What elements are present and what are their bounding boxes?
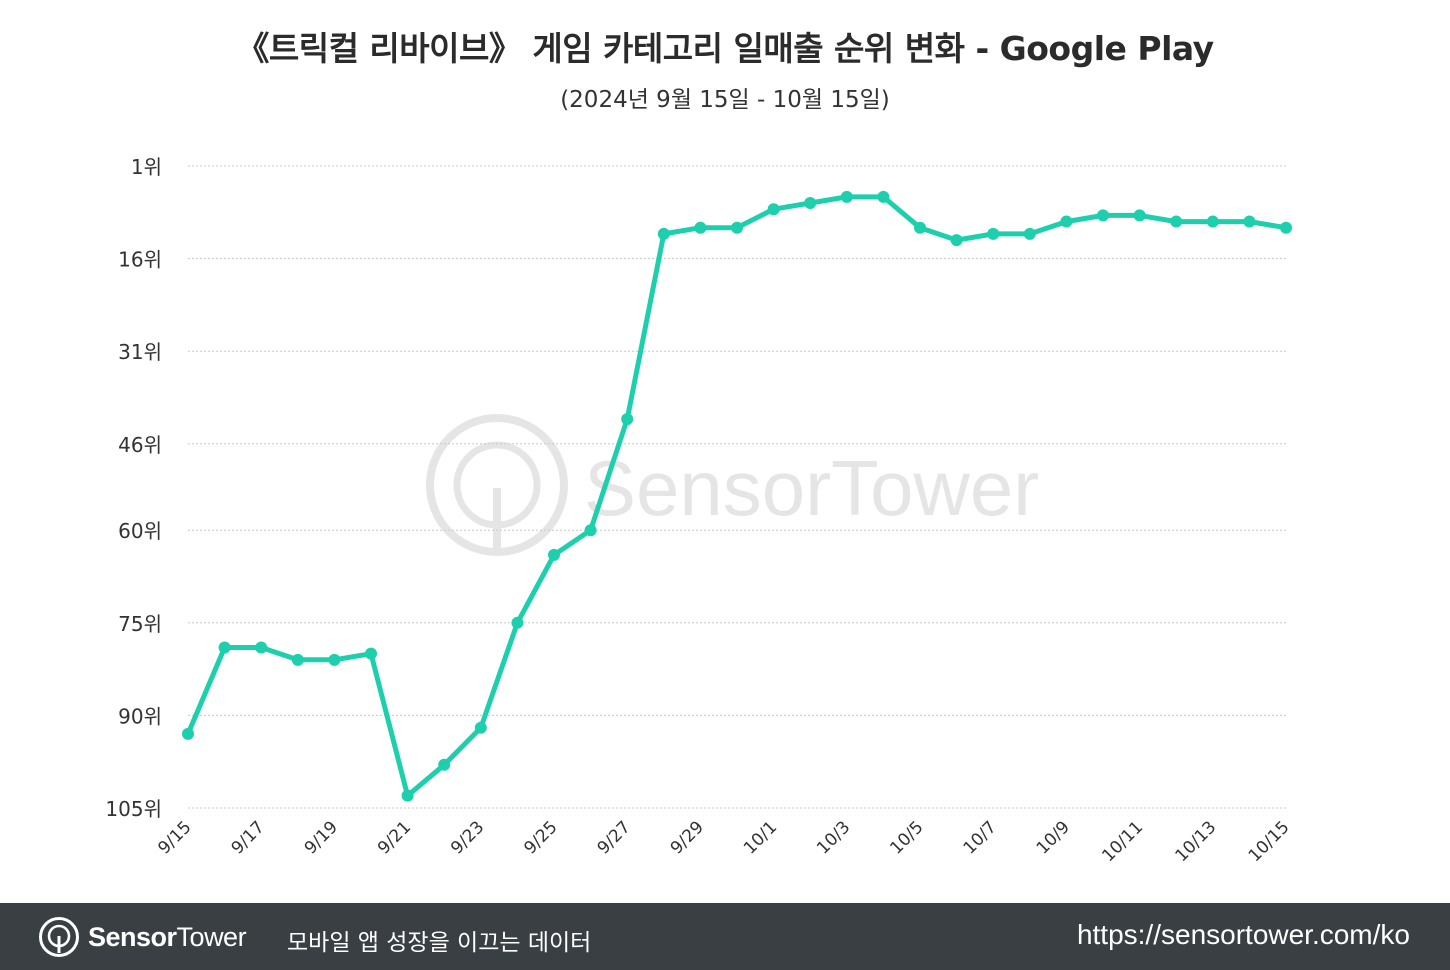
y-tick-label: 90위	[118, 704, 162, 728]
data-point	[840, 190, 853, 203]
data-point	[584, 524, 597, 537]
data-point	[1023, 227, 1036, 240]
data-point	[511, 616, 524, 629]
y-tick-label: 75위	[118, 612, 162, 636]
footer-brand-name: SensorTower	[88, 921, 247, 952]
data-point	[1170, 215, 1183, 228]
x-tick-label: 9/29	[667, 817, 708, 858]
data-point	[767, 203, 780, 216]
data-point	[328, 653, 341, 666]
data-point	[877, 190, 890, 203]
x-tick-label: 9/15	[154, 817, 195, 858]
data-point	[255, 641, 268, 654]
data-point	[950, 234, 963, 247]
watermark-text: SensorTower	[584, 444, 1039, 532]
x-tick-label: 9/21	[374, 817, 415, 858]
x-tick-label: 10/3	[813, 817, 854, 858]
watermark-logo-ring	[453, 441, 541, 529]
x-tick-label: 10/15	[1245, 817, 1294, 866]
chart-title: 《트릭컬 리바이브》 게임 카테고리 일매출 순위 변화 - Google Pl…	[236, 29, 1214, 68]
x-tick-label: 9/27	[594, 817, 635, 858]
y-tick-label: 46위	[118, 433, 162, 457]
x-tick-label: 10/13	[1172, 817, 1221, 866]
x-tick-label: 10/1	[740, 817, 781, 858]
y-tick-label: 1위	[131, 155, 162, 179]
data-point	[804, 197, 817, 210]
watermark-logo-icon	[426, 414, 568, 556]
y-tick-label: 60위	[118, 519, 162, 543]
y-tick-label: 105위	[105, 797, 162, 821]
y-tick-label: 31위	[118, 340, 162, 364]
data-point	[1133, 209, 1146, 222]
data-point	[694, 221, 707, 234]
data-point	[621, 413, 634, 426]
data-point	[548, 548, 560, 561]
x-tick-label: 9/23	[447, 817, 488, 858]
data-point	[987, 227, 1000, 240]
x-tick-label: 10/11	[1098, 817, 1147, 866]
data-point	[657, 227, 670, 240]
footer-bar: SensorTower 모바일 앱 성장을 이끄는 데이터 https://se…	[0, 903, 1450, 970]
x-tick-label: 9/17	[228, 817, 269, 858]
x-tick-label: 10/5	[886, 817, 927, 858]
data-point	[474, 721, 487, 734]
data-point	[401, 789, 414, 802]
data-point	[1280, 221, 1292, 234]
data-point	[182, 727, 194, 740]
data-point	[1097, 209, 1109, 222]
x-tick-label: 9/25	[520, 817, 561, 858]
x-tick-label: 9/19	[301, 817, 342, 858]
footer-tagline: 모바일 앱 성장을 이끄는 데이터	[287, 930, 592, 956]
data-point	[1060, 215, 1073, 228]
data-point	[438, 758, 451, 771]
data-point	[731, 221, 743, 234]
data-point	[1243, 215, 1256, 228]
data-point	[218, 641, 231, 654]
watermark: SensorTower	[426, 414, 1039, 556]
sensortower-logo-icon	[39, 917, 79, 957]
y-tick-label: 16위	[118, 248, 162, 272]
data-point	[291, 653, 304, 666]
x-tick-label: 10/7	[960, 817, 1001, 858]
footer-url-link[interactable]: https://sensortower.com/ko	[1076, 919, 1410, 950]
footer-brand: SensorTower	[38, 916, 247, 958]
data-point	[1206, 215, 1219, 228]
line-chart: SensorTower 1위 16위 31위 46위 60위 75위 90위 105위 9/1…	[105, 155, 1294, 866]
data-point	[914, 221, 926, 234]
x-tick-label: 10/9	[1033, 817, 1074, 858]
data-point	[365, 647, 377, 660]
chart-subtitle: (2024년 9월 15일 - 10월 15일)	[560, 87, 890, 113]
